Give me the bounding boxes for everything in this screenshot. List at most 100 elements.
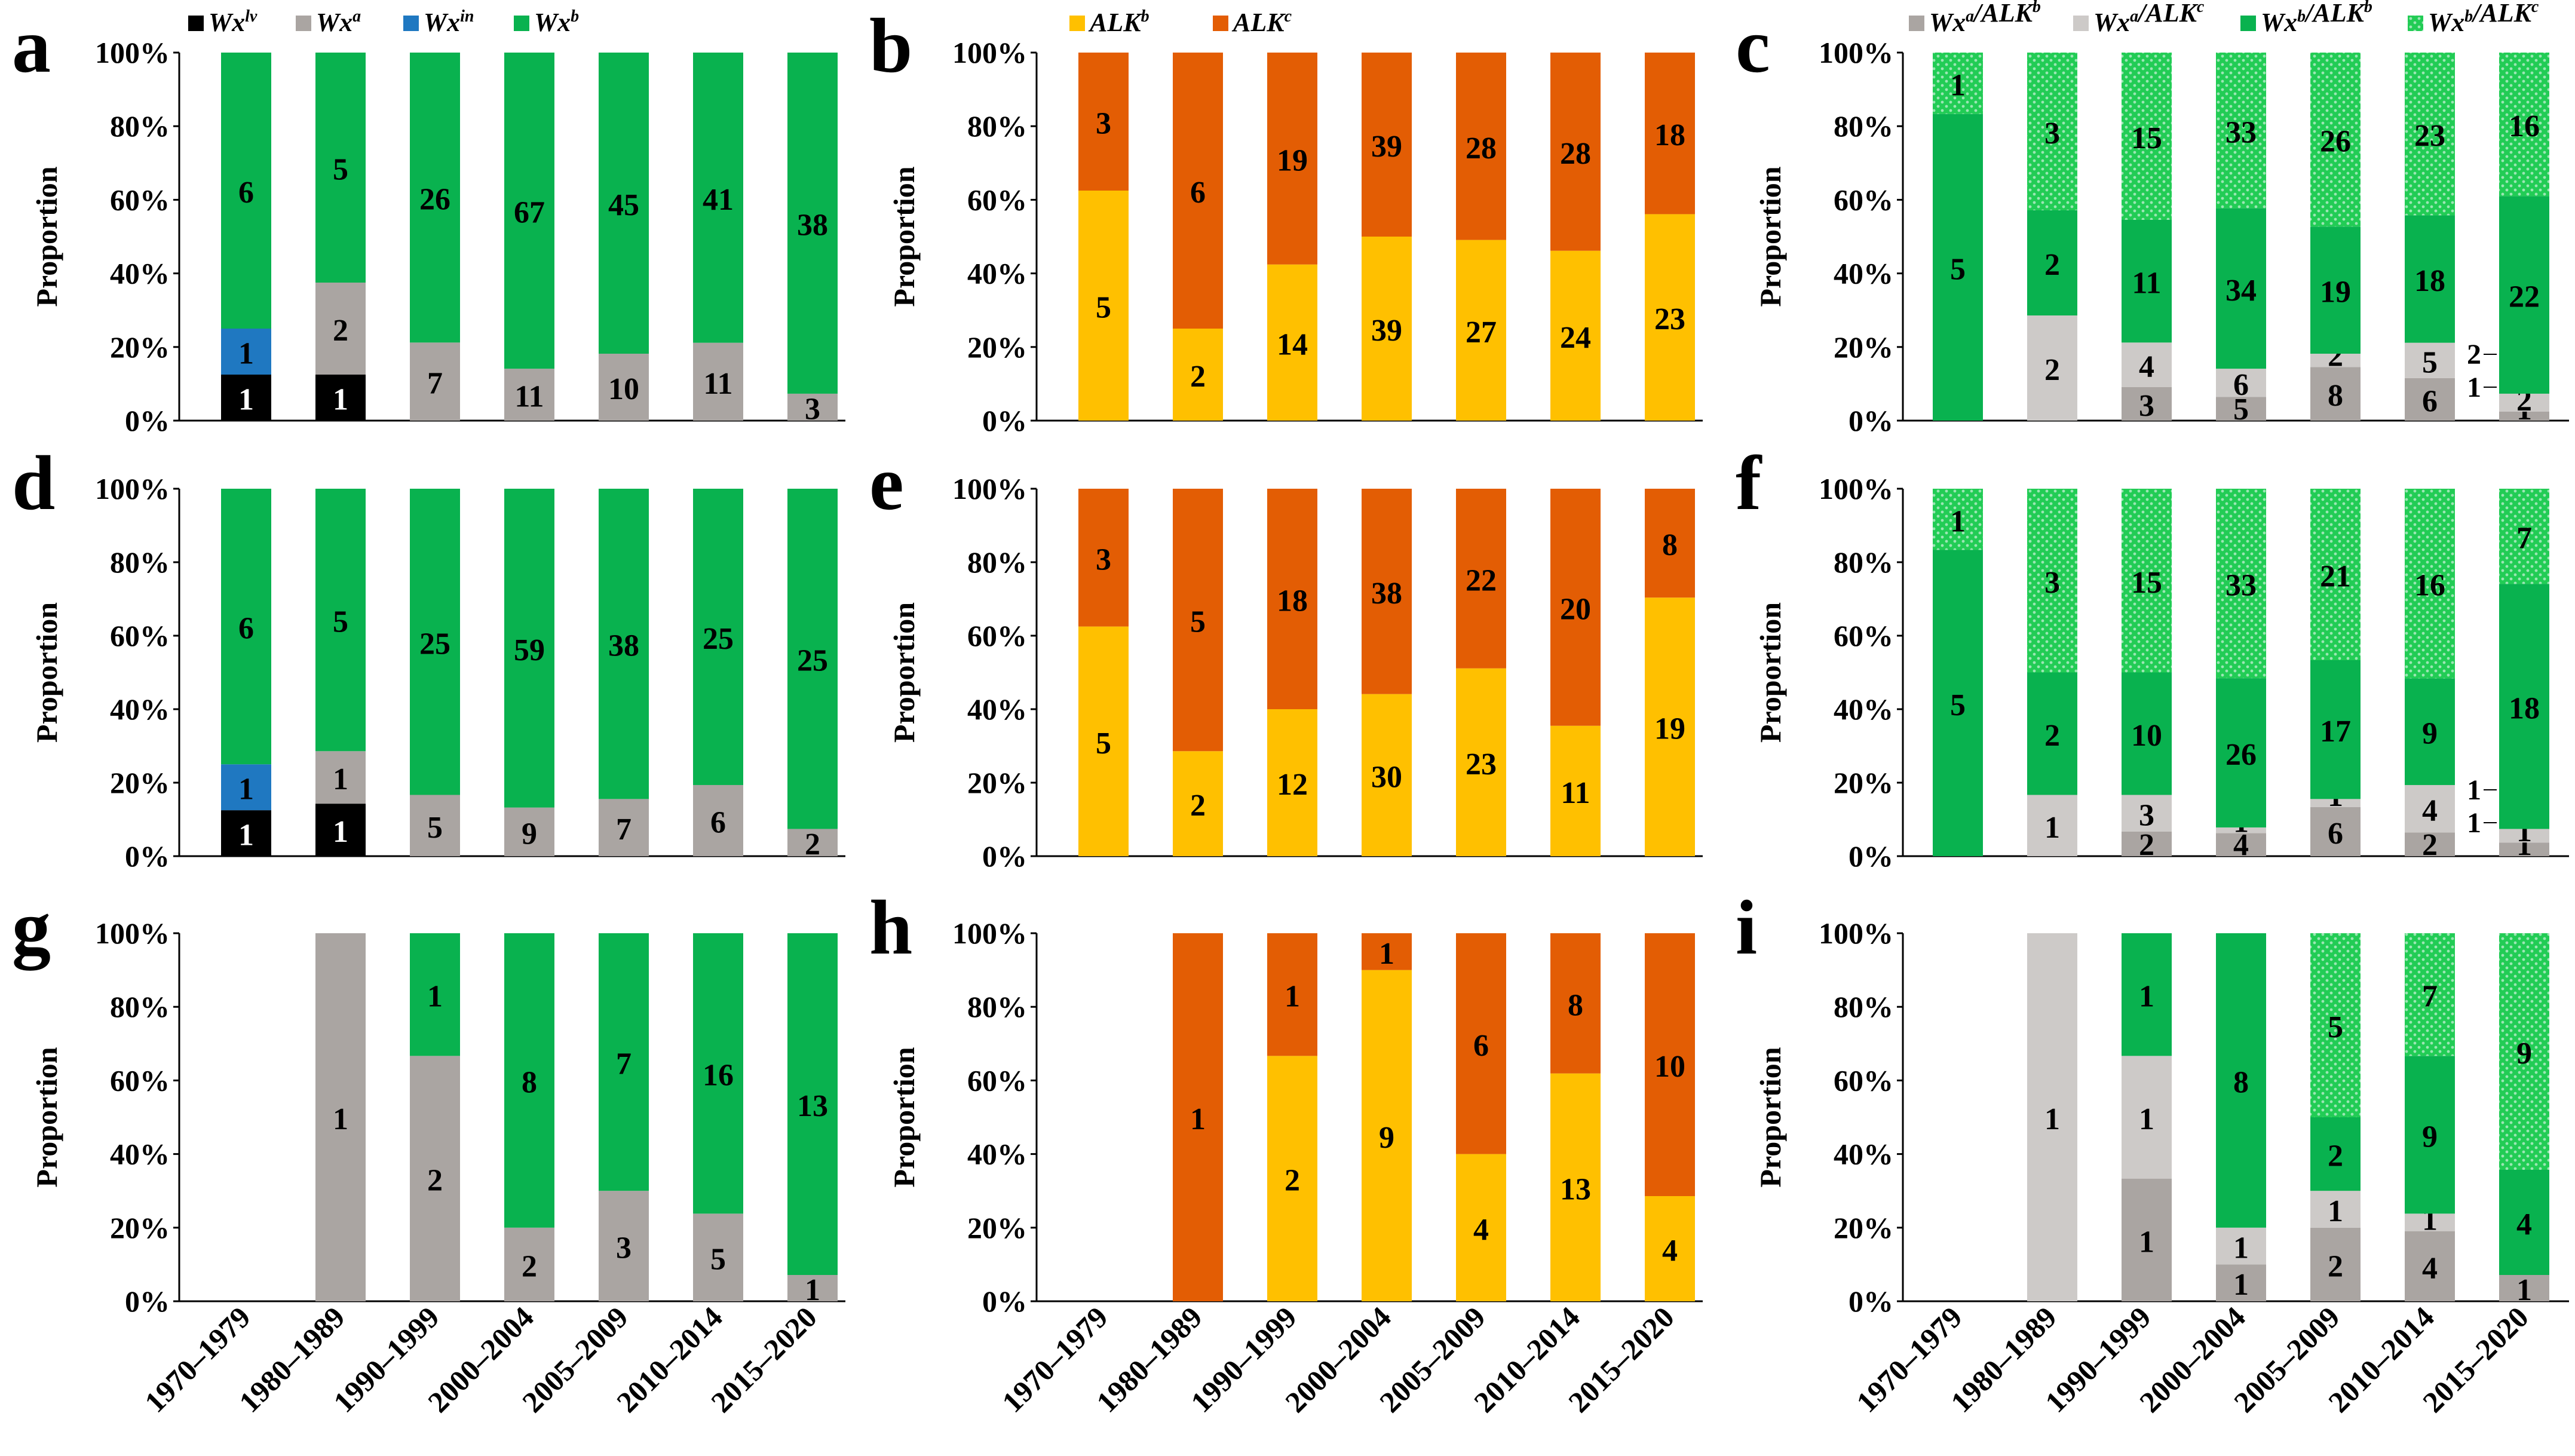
data-label: 1: [2233, 1268, 2249, 1302]
y-tick-label: 100%: [1819, 36, 1893, 69]
data-label: 1: [2516, 1273, 2532, 1307]
data-label: 2: [427, 1164, 443, 1198]
data-label: 2: [805, 827, 820, 862]
y-tick-label: 80%: [967, 109, 1027, 143]
bar-segment-ALKc: [1550, 933, 1601, 1074]
bar-segment-WxbALKc: [1933, 53, 1983, 114]
bar-segment-WxaALKc: [2122, 1056, 2172, 1179]
bar-segment-Wxlv: [221, 375, 271, 421]
bar-segment-WxbALKb: [1933, 114, 1983, 421]
y-tick-label: 100%: [952, 36, 1027, 69]
data-label: 1: [238, 819, 254, 853]
bar-segment-WxaALKb: [2122, 832, 2172, 856]
bar-segment-Wxa: [599, 1191, 649, 1301]
legend-label: Wxa/ALKc: [2093, 0, 2205, 37]
bar-segment-WxaALKc: [2027, 795, 2077, 856]
data-label: 1: [238, 773, 254, 807]
data-label: 19: [2320, 275, 2351, 309]
data-label: 1: [1950, 68, 1966, 102]
side-annotation-label: 1: [2467, 774, 2481, 806]
data-label: 1: [333, 762, 348, 796]
bar-segment-WxbALKc: [2216, 489, 2266, 679]
data-label: 1: [333, 1102, 348, 1136]
data-label: 2: [1190, 360, 1206, 394]
y-tick-label: 20%: [110, 766, 170, 799]
legend-swatch: [2073, 16, 2089, 31]
bar-segment-ALKc: [1362, 53, 1412, 237]
bar-segment-Wxa: [504, 369, 554, 421]
bar-segment-Wxb: [599, 933, 649, 1191]
data-label: 20: [1560, 592, 1591, 626]
y-tick-label: 20%: [1834, 330, 1893, 364]
y-tick-label: 40%: [110, 692, 170, 726]
data-label: 1: [2044, 811, 2060, 845]
bar-segment-ALKc: [1550, 489, 1601, 726]
y-tick-label: 100%: [1819, 472, 1893, 505]
data-label: 25: [419, 627, 450, 661]
data-label: 2: [2044, 248, 2060, 282]
y-tick-label: 40%: [110, 257, 170, 290]
data-label: 3: [616, 1231, 632, 1265]
bar-segment-Wxb: [693, 53, 743, 343]
panel-letter: i: [1736, 885, 1757, 971]
data-label: 8: [1568, 988, 1583, 1022]
y-tick-label: 40%: [110, 1138, 170, 1171]
bar-segment-WxaALKc: [2122, 795, 2172, 832]
data-label: 21: [2320, 560, 2351, 594]
data-label: 27: [1466, 315, 1497, 350]
data-label: 1: [2139, 980, 2154, 1014]
bar-segment-ALKc: [1645, 53, 1695, 214]
data-label: 33: [2225, 115, 2257, 149]
y-tick-label: 80%: [1834, 990, 1893, 1023]
data-label: 7: [616, 813, 632, 847]
data-label: 6: [238, 176, 254, 210]
data-label: 26: [2225, 738, 2257, 772]
y-tick-label: 80%: [967, 545, 1027, 579]
data-label: 5: [1190, 605, 1206, 639]
bar-segment-Wxa: [315, 933, 366, 1301]
y-tick-label: 60%: [110, 183, 170, 216]
panel-letter: d: [12, 440, 55, 526]
data-label: 7: [427, 367, 443, 401]
bar-segment-WxbALKb: [1933, 550, 1983, 856]
data-label: 9: [2422, 1120, 2438, 1154]
data-label: 13: [797, 1089, 828, 1123]
bar-segment-ALKb: [1456, 1154, 1506, 1301]
legend-label: ALKb: [1088, 7, 1149, 37]
data-label: 28: [1560, 137, 1591, 171]
bar-segment-Wxb: [787, 489, 838, 829]
bar-segment-WxbALKc: [2310, 53, 2361, 227]
data-label: 2: [2422, 828, 2438, 862]
data-label: 19: [1654, 712, 1685, 746]
bar-segment-Wxa: [315, 283, 366, 375]
data-label: 38: [797, 208, 828, 242]
bar-segment-Wxb: [221, 53, 271, 329]
y-axis-label: Proportion: [1754, 1047, 1787, 1187]
data-label: 15: [2131, 121, 2162, 155]
bar-segment-ALKb: [1456, 668, 1506, 856]
bar-segment-Wxb: [410, 53, 460, 343]
y-axis-label: Proportion: [30, 602, 63, 743]
bar-segment-WxbALKc: [2122, 53, 2172, 220]
y-tick-label: 0%: [125, 404, 170, 437]
data-label: 2: [2044, 353, 2060, 387]
bar-segment-WxbALKc: [2310, 489, 2361, 660]
bar-segment-WxaALKc: [2216, 827, 2266, 833]
bar-segment-ALKc: [1267, 53, 1317, 265]
data-label: 33: [2225, 569, 2257, 603]
bar-segment-ALKb: [1173, 329, 1223, 421]
legend-swatch: [1909, 16, 1924, 31]
bar-segment-Wxb: [599, 489, 649, 799]
panel-c: c0%20%40%60%80%100%Proportion 51223341115…: [1736, 0, 2569, 437]
y-tick-label: 60%: [967, 183, 1027, 216]
data-label: 6: [2422, 384, 2438, 418]
bar-segment-Wxa: [599, 799, 649, 856]
data-label: 5: [1950, 252, 1966, 286]
data-label: 23: [2414, 119, 2445, 153]
data-label: 5: [1096, 291, 1111, 325]
legend-swatch: [188, 16, 204, 31]
legend-swatch: [1069, 16, 1085, 31]
bar-segment-WxaALKc: [2405, 1213, 2455, 1231]
data-label: 3: [2044, 117, 2060, 151]
bar-segment-ALKb: [1078, 626, 1129, 856]
